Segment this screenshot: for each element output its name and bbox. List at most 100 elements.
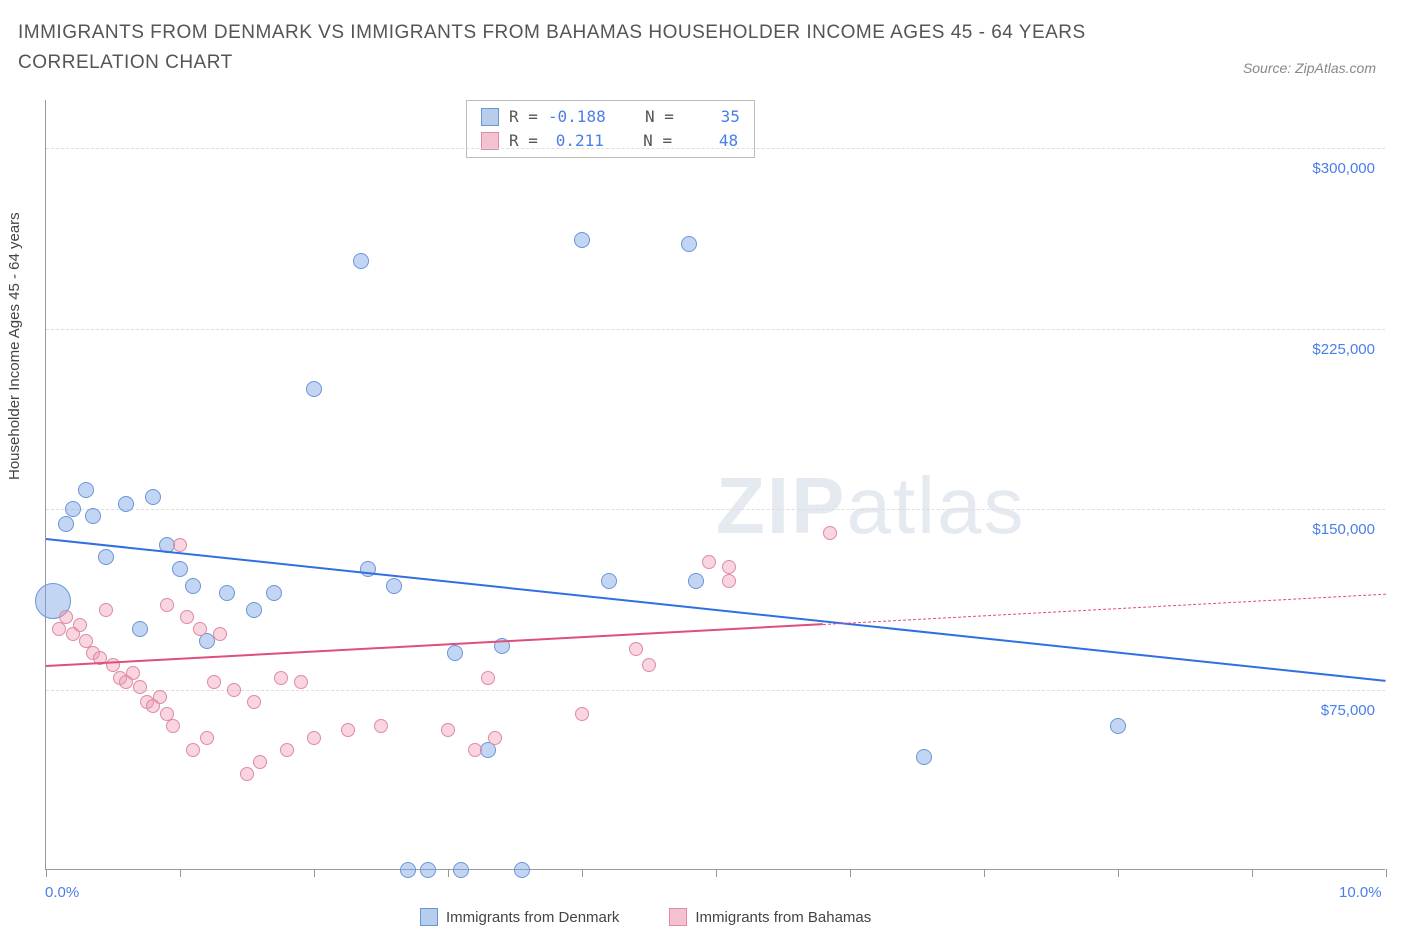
y-axis-label: Householder Income Ages 45 - 64 years xyxy=(6,212,23,480)
correlation-stats-legend: R =-0.188 N =35R =0.211 N =48 xyxy=(466,100,755,158)
scatter-point xyxy=(688,573,704,589)
x-axis-max-label: 10.0% xyxy=(1339,884,1382,901)
x-tick xyxy=(180,869,181,877)
scatter-point xyxy=(52,622,66,636)
scatter-point xyxy=(73,618,87,632)
scatter-point xyxy=(453,862,469,878)
scatter-point xyxy=(916,749,932,765)
scatter-point xyxy=(118,496,134,512)
x-tick xyxy=(314,869,315,877)
legend-label: Immigrants from Denmark xyxy=(446,909,619,926)
scatter-point xyxy=(58,516,74,532)
scatter-point xyxy=(702,555,716,569)
scatter-point xyxy=(240,767,254,781)
scatter-point xyxy=(59,610,73,624)
scatter-point xyxy=(481,671,495,685)
scatter-point xyxy=(213,627,227,641)
scatter-point xyxy=(488,731,502,745)
scatter-point xyxy=(400,862,416,878)
scatter-point xyxy=(126,666,140,680)
scatter-point xyxy=(153,690,167,704)
scatter-point xyxy=(574,232,590,248)
x-tick xyxy=(1386,869,1387,877)
scatter-point xyxy=(601,573,617,589)
scatter-point xyxy=(274,671,288,685)
chart-plot-area: ZIPatlas R =-0.188 N =35R =0.211 N =48 $… xyxy=(45,100,1385,870)
scatter-point xyxy=(227,683,241,697)
source-attribution: Source: ZipAtlas.com xyxy=(1243,60,1376,76)
scatter-point xyxy=(1110,718,1126,734)
scatter-point xyxy=(98,549,114,565)
y-tick-label: $300,000 xyxy=(1312,160,1375,177)
trend-line xyxy=(823,593,1386,624)
scatter-point xyxy=(374,719,388,733)
watermark-light: atlas xyxy=(846,461,1025,550)
scatter-point xyxy=(353,253,369,269)
x-tick xyxy=(1252,869,1253,877)
scatter-point xyxy=(166,719,180,733)
y-tick-label: $150,000 xyxy=(1312,521,1375,538)
scatter-point xyxy=(207,675,221,689)
scatter-point xyxy=(185,578,201,594)
x-tick xyxy=(1118,869,1119,877)
x-tick xyxy=(582,869,583,877)
scatter-point xyxy=(65,501,81,517)
scatter-point xyxy=(132,621,148,637)
y-tick-label: $75,000 xyxy=(1321,702,1375,719)
scatter-point xyxy=(629,642,643,656)
x-tick xyxy=(716,869,717,877)
scatter-point xyxy=(306,381,322,397)
stats-row: R =-0.188 N =35 xyxy=(481,105,740,129)
scatter-point xyxy=(266,585,282,601)
scatter-point xyxy=(85,508,101,524)
scatter-point xyxy=(172,561,188,577)
gridline xyxy=(46,148,1385,149)
scatter-point xyxy=(681,236,697,252)
scatter-point xyxy=(514,862,530,878)
scatter-point xyxy=(823,526,837,540)
stat-r-value: 0.211 xyxy=(548,129,604,153)
stat-n-label: N = xyxy=(645,105,674,129)
stat-r-label: R = xyxy=(509,105,538,129)
stat-r-label: R = xyxy=(509,129,538,153)
scatter-point xyxy=(200,731,214,745)
scatter-point xyxy=(173,538,187,552)
scatter-point xyxy=(280,743,294,757)
scatter-point xyxy=(160,598,174,612)
chart-title: IMMIGRANTS FROM DENMARK VS IMMIGRANTS FR… xyxy=(18,18,1118,79)
scatter-point xyxy=(186,743,200,757)
x-tick xyxy=(850,869,851,877)
stat-n-value: 48 xyxy=(682,129,738,153)
gridline xyxy=(46,509,1385,510)
scatter-point xyxy=(247,695,261,709)
scatter-point xyxy=(180,610,194,624)
scatter-point xyxy=(219,585,235,601)
x-tick xyxy=(984,869,985,877)
y-tick-label: $225,000 xyxy=(1312,341,1375,358)
legend-item: Immigrants from Bahamas xyxy=(669,908,871,926)
scatter-point xyxy=(294,675,308,689)
watermark: ZIPatlas xyxy=(716,460,1025,552)
legend-item: Immigrants from Denmark xyxy=(420,908,619,926)
scatter-point xyxy=(441,723,455,737)
scatter-point xyxy=(341,723,355,737)
scatter-point xyxy=(386,578,402,594)
legend-swatch xyxy=(420,908,438,926)
legend-swatch xyxy=(481,108,499,126)
scatter-point xyxy=(642,658,656,672)
scatter-point xyxy=(99,603,113,617)
x-tick xyxy=(448,869,449,877)
stat-r-value: -0.188 xyxy=(548,105,606,129)
scatter-point xyxy=(722,574,736,588)
gridline xyxy=(46,329,1385,330)
stat-n-label: N = xyxy=(643,129,672,153)
stats-row: R = 0.211 N = 48 xyxy=(481,129,740,153)
scatter-point xyxy=(575,707,589,721)
trend-line xyxy=(46,624,823,668)
scatter-point xyxy=(253,755,267,769)
x-axis-min-label: 0.0% xyxy=(45,884,79,901)
scatter-point xyxy=(78,482,94,498)
legend-label: Immigrants from Bahamas xyxy=(695,909,871,926)
scatter-point xyxy=(246,602,262,618)
x-tick xyxy=(46,869,47,877)
